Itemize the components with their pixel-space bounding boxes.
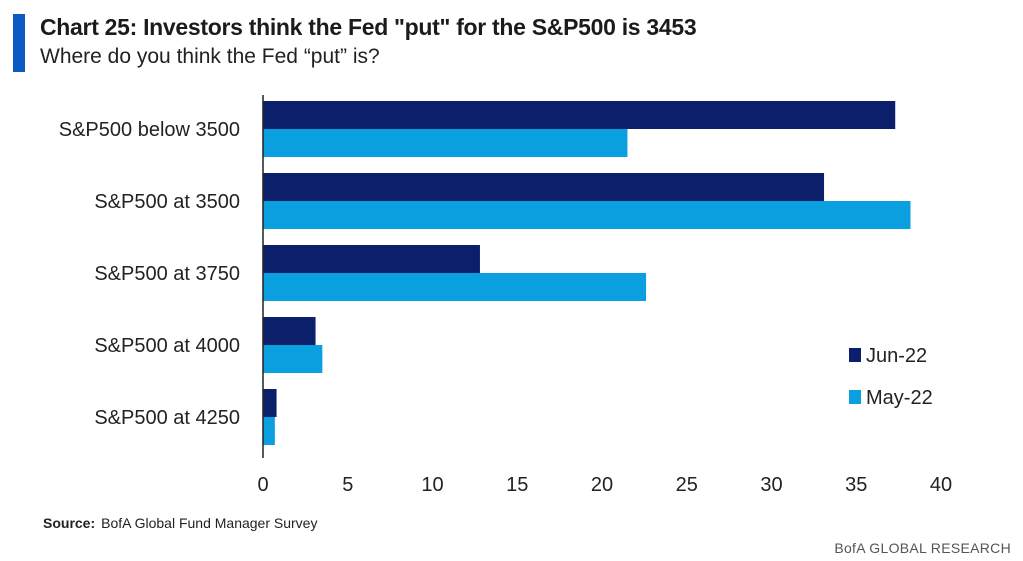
legend-label: Jun-22 [866, 345, 927, 367]
legend-swatch-may-22 [849, 390, 861, 404]
chart-subtitle: Where do you think the Fed “put” is? [40, 45, 380, 68]
bar-jun-22-4 [263, 389, 277, 417]
bar-may-22-0 [263, 129, 628, 157]
x-tick-label: 25 [676, 474, 698, 496]
category-label: S&P500 below 3500 [59, 119, 240, 141]
bar-may-22-1 [263, 201, 911, 229]
bar-may-22-2 [263, 273, 647, 301]
category-label: S&P500 at 4000 [94, 335, 240, 357]
source-label: Source: [43, 515, 96, 531]
bar-may-22-4 [263, 417, 275, 445]
x-tick-label: 0 [257, 474, 268, 496]
source-note: Source: BofA Global Fund Manager Survey [43, 515, 317, 531]
bar-jun-22-3 [263, 317, 316, 345]
accent-bar [13, 14, 25, 72]
legend-label: May-22 [866, 387, 933, 409]
category-label: S&P500 at 4250 [94, 407, 240, 429]
chart-title: Chart 25: Investors think the Fed "put" … [40, 14, 697, 40]
bar-may-22-3 [263, 345, 323, 373]
legend-swatch-jun-22 [849, 348, 861, 362]
x-tick-label: 40 [930, 474, 952, 496]
x-tick-label: 5 [342, 474, 353, 496]
bar-jun-22-0 [263, 101, 896, 129]
bar-jun-22-2 [263, 245, 480, 273]
bar-jun-22-1 [263, 173, 825, 201]
x-tick-label: 20 [591, 474, 613, 496]
category-label: S&P500 at 3750 [94, 263, 240, 285]
source-text: BofA Global Fund Manager Survey [101, 515, 318, 531]
x-tick-label: 35 [845, 474, 867, 496]
x-tick-label: 15 [506, 474, 528, 496]
category-label: S&P500 at 3500 [94, 191, 240, 213]
brand-footer: BofA GLOBAL RESEARCH [834, 540, 1011, 556]
x-tick-label: 30 [760, 474, 782, 496]
x-tick-label: 10 [421, 474, 443, 496]
